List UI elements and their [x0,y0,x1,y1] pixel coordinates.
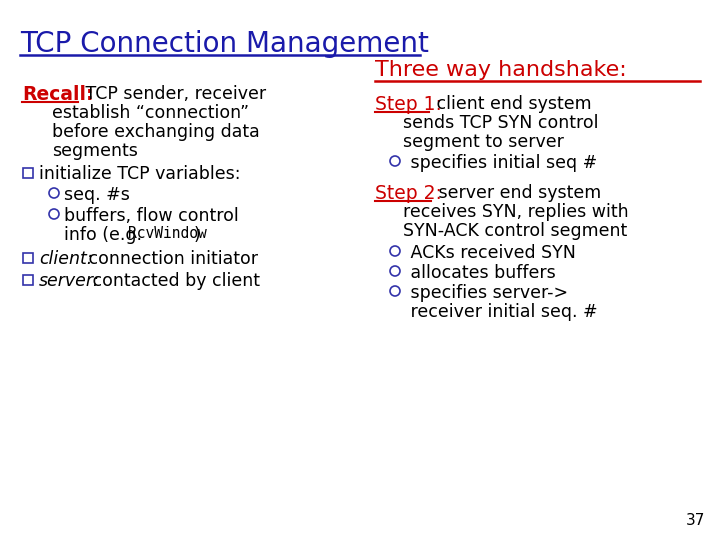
Text: contacted by client: contacted by client [87,272,260,290]
Text: Step 1:: Step 1: [375,95,442,114]
Text: info (e.g.: info (e.g. [64,226,148,244]
Text: TCP Connection Management: TCP Connection Management [20,30,429,58]
Text: Recall:: Recall: [22,85,94,104]
Text: segment to server: segment to server [403,133,564,151]
Text: specifies server->: specifies server-> [405,284,568,302]
Bar [23,275,33,285]
Text: client end system: client end system [431,95,592,113]
Text: before exchanging data: before exchanging data [52,123,260,141]
Text: connection initiator: connection initiator [83,250,258,268]
Text: receiver initial seq. #: receiver initial seq. # [405,303,598,321]
Text: SYN-ACK control segment: SYN-ACK control segment [403,222,627,240]
Text: client:: client: [39,250,93,268]
Bar [23,168,33,178]
Text: TCP sender, receiver: TCP sender, receiver [80,85,266,103]
Text: establish “connection”: establish “connection” [52,104,249,122]
Text: 37: 37 [685,513,705,528]
Text: seq. #s: seq. #s [64,186,130,204]
Text: sends TCP SYN control: sends TCP SYN control [403,114,598,132]
Text: Step 2:: Step 2: [375,184,442,203]
Text: allocates buffers: allocates buffers [405,264,556,282]
Text: server end system: server end system [433,184,601,202]
Bar [23,253,33,263]
Text: Three way handshake:: Three way handshake: [375,60,626,80]
Text: specifies initial seq #: specifies initial seq # [405,154,598,172]
Text: ): ) [194,226,201,244]
Text: buffers, flow control: buffers, flow control [64,207,239,225]
Text: segments: segments [52,142,138,160]
Text: initialize TCP variables:: initialize TCP variables: [39,165,240,183]
Text: RcvWindow: RcvWindow [128,226,207,241]
Text: server:: server: [39,272,100,290]
Text: receives SYN, replies with: receives SYN, replies with [403,203,629,221]
Text: ACKs received SYN: ACKs received SYN [405,244,576,262]
